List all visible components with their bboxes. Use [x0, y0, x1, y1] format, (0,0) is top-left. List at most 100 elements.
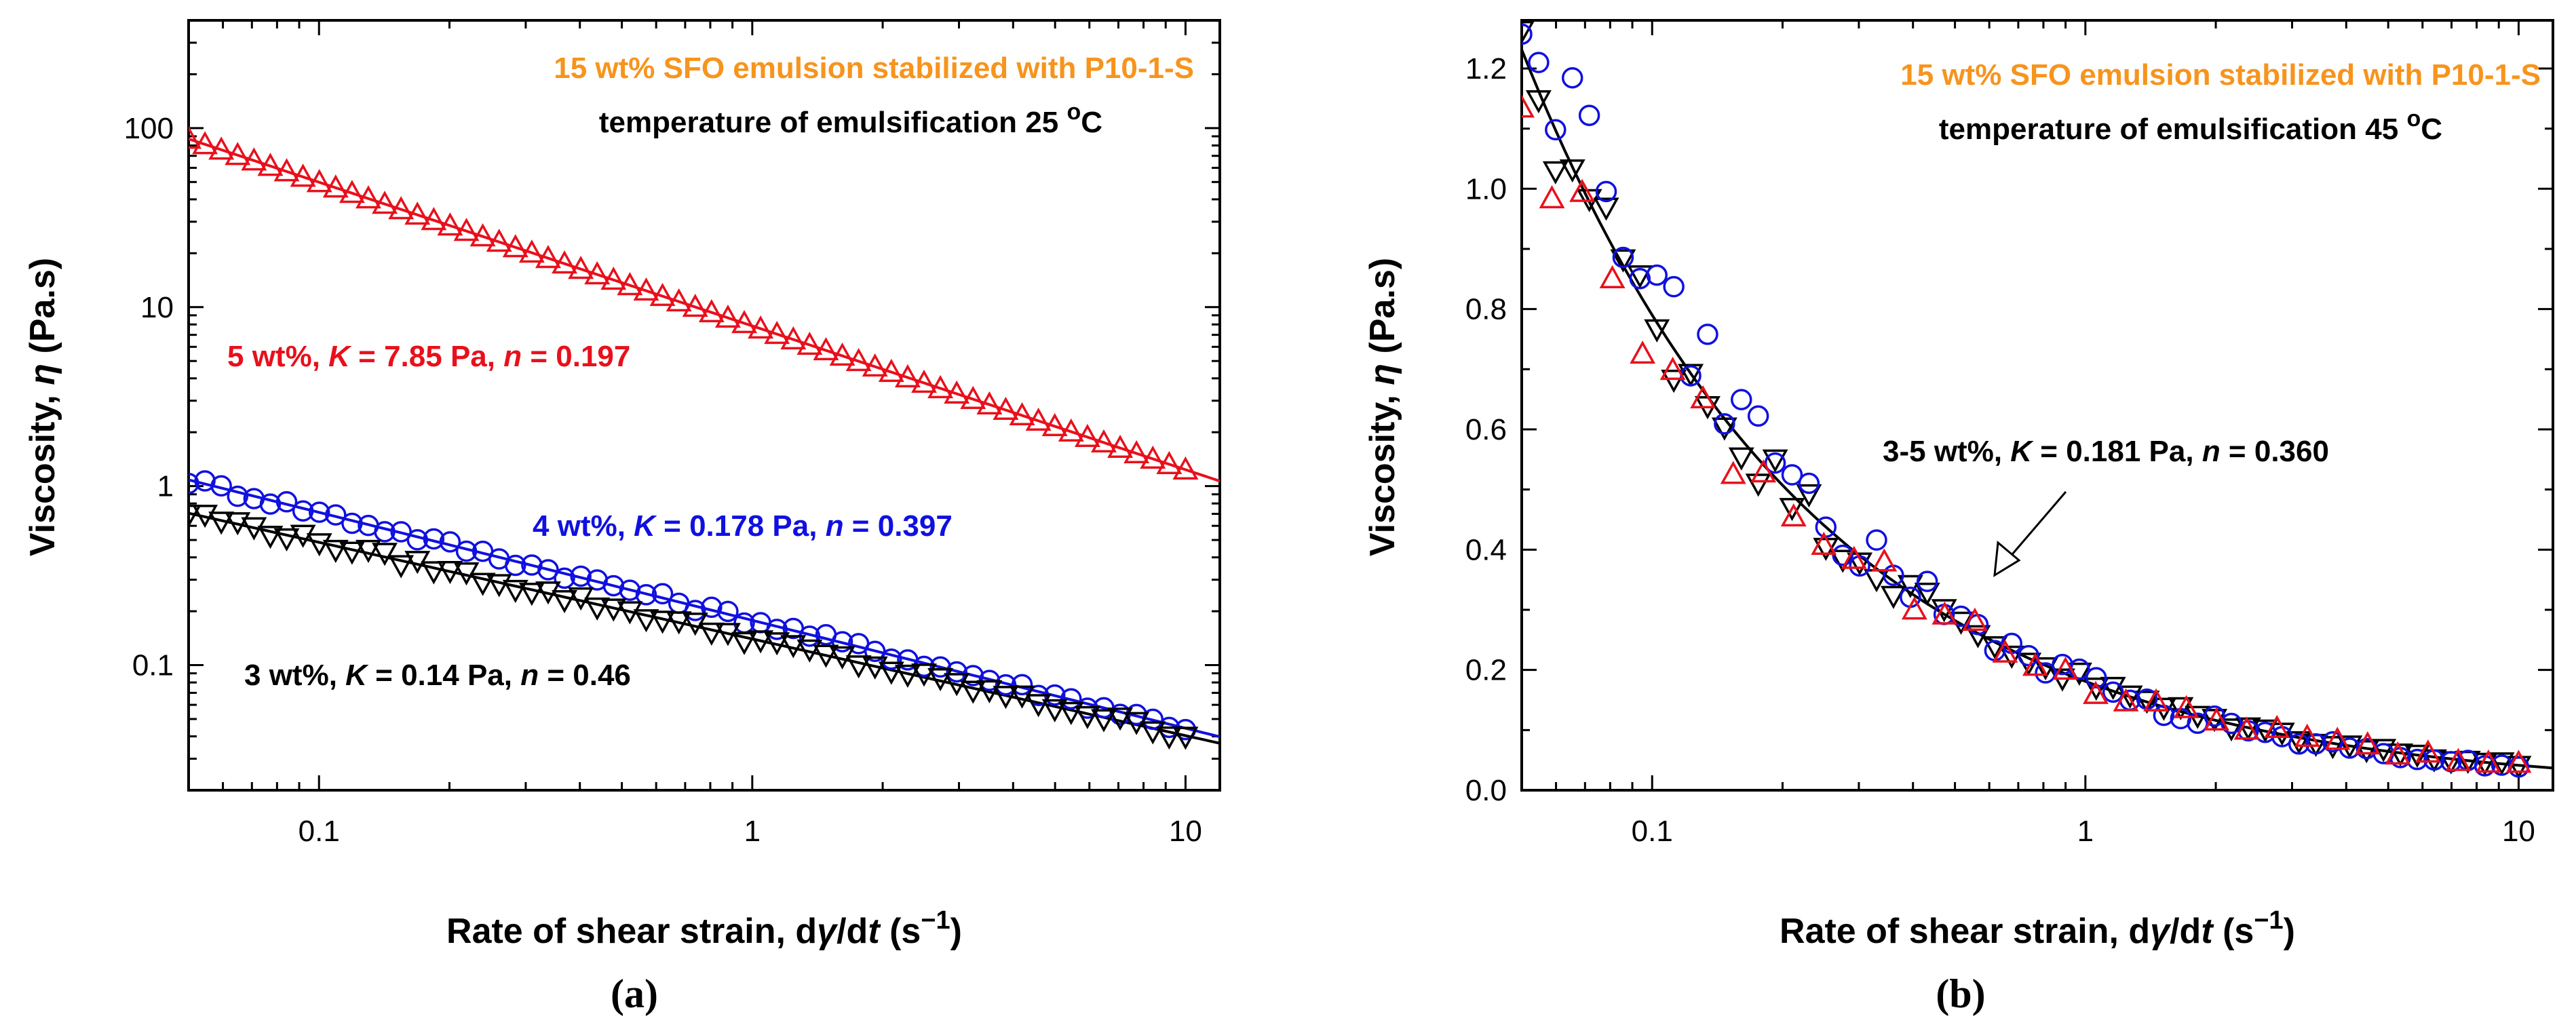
data-point-4wt [1916, 570, 1938, 592]
x-tick-label: 1 [744, 815, 761, 848]
data-point-3wt [2083, 677, 2109, 701]
data-point-4wt [2423, 749, 2445, 771]
data-point-4wt [227, 485, 249, 507]
data-point-3wt [1074, 705, 1100, 729]
data-point-4wt [2085, 667, 2107, 688]
data-point-5wt [225, 142, 251, 166]
data-point-3wt [1627, 265, 1653, 289]
data-point-5wt [1871, 548, 1898, 572]
x-tick-label: 0.1 [1632, 815, 1673, 848]
data-point-5wt [1841, 545, 1867, 569]
data-point-3wt [273, 528, 300, 552]
data-point-3wt [698, 622, 725, 646]
data-point-5wt [878, 358, 904, 383]
data-point-3wt [1140, 721, 1166, 745]
data-point-3wt [862, 656, 888, 680]
data-point-3wt [1058, 701, 1084, 725]
axis-ticks-a: 0.1 1 10 0.1 1 10 100 [124, 19, 1220, 848]
data-point-3wt [764, 632, 790, 656]
data-point-3wt [306, 533, 332, 557]
data-point-4wt [570, 565, 592, 587]
x-tick-label: 10 [1169, 815, 1202, 848]
data-point-3wt [2370, 739, 2397, 762]
x-tick-label: 10 [2502, 815, 2535, 848]
data-point-4wt [1764, 452, 1786, 474]
data-point-4wt [619, 579, 641, 601]
data-point-4wt [439, 531, 461, 553]
data-point-3wt [1559, 159, 1585, 183]
data-point-5wt [372, 191, 398, 214]
data-point-4wt [275, 491, 298, 513]
data-point-4wt [881, 648, 902, 670]
data-point-4wt [995, 674, 1017, 696]
data-point-5wt [1156, 450, 1183, 474]
caption-a: (a) [611, 971, 658, 1016]
data-point-5wt [568, 256, 594, 279]
data-point-4wt [1612, 246, 1634, 269]
data-point-3wt [1931, 599, 1957, 623]
data-point-3wt [2134, 691, 2160, 714]
data-point-5wt [960, 385, 986, 410]
data-point-5wt [748, 315, 774, 339]
data-point-5wt [257, 153, 284, 176]
data-point-3wt [421, 561, 447, 585]
data-point-3wt [1796, 484, 1822, 508]
data-point-3wt [257, 526, 284, 549]
data-point-4wt [259, 493, 282, 515]
data-point-3wt [502, 579, 528, 604]
data-point-3wt [372, 543, 398, 566]
data-point-4wt [2102, 681, 2124, 703]
data-point-5wt [453, 218, 480, 241]
data-point-4wt [374, 521, 396, 543]
data-point-3wt [225, 512, 251, 536]
data-point-5wt [2505, 750, 2532, 773]
data-point-3wt [208, 511, 235, 535]
data-point-4wt [325, 504, 347, 526]
data-point-5wt [796, 331, 823, 355]
data-point-3wt [600, 598, 627, 622]
data-point-3wt [1661, 370, 1687, 393]
data-point-4wt [602, 575, 625, 597]
data-point-4wt [1866, 529, 1887, 551]
data-point-3wt [355, 539, 381, 564]
data-point-5wt [1025, 407, 1052, 431]
data-point-5wt [2475, 749, 2501, 773]
data-point-3wt [322, 539, 349, 563]
data-point-5wt [1750, 459, 1777, 483]
data-point-3wt [1644, 319, 1670, 343]
data-point-3wt [1172, 726, 1199, 750]
data-point-5wt [1123, 440, 1150, 463]
data-point-5wt [1690, 385, 1716, 409]
data-point-5wt [1091, 429, 1117, 452]
data-point-5wt [355, 185, 381, 209]
data-point-5wt [1599, 265, 1626, 289]
data-point-5wt [813, 336, 839, 361]
data-point-4wt [189, 472, 199, 494]
data-point-3wt [388, 555, 415, 579]
data-point-5wt [2143, 688, 2170, 712]
data-point-4wt [455, 540, 478, 562]
data-point-3wt [993, 686, 1019, 710]
data-point-5wt [2415, 739, 2441, 763]
y-tick-label: 1.0 [1465, 172, 1507, 206]
data-point-3wt [2387, 743, 2414, 767]
data-point-4wt [2288, 733, 2310, 755]
data-point-3wt [960, 680, 986, 704]
data-point-5wt [698, 299, 725, 323]
data-point-5wt [306, 169, 332, 193]
data-point-3wt [845, 655, 872, 679]
data-point-4wt [554, 567, 575, 589]
data-point-4wt [1747, 405, 1769, 427]
data-point-3wt [1091, 709, 1117, 733]
data-point-4wt [1522, 23, 1533, 45]
data-point-5wt [2324, 726, 2351, 750]
data-point-5wt [404, 201, 431, 225]
data-point-4wt [537, 559, 559, 581]
data-point-3wt [878, 661, 904, 685]
data-point-4wt [292, 500, 314, 522]
data-point-3wt [469, 572, 496, 596]
data-point-4wt [210, 475, 232, 497]
data-point-4wt [651, 583, 674, 605]
data-point-3wt [666, 611, 692, 635]
